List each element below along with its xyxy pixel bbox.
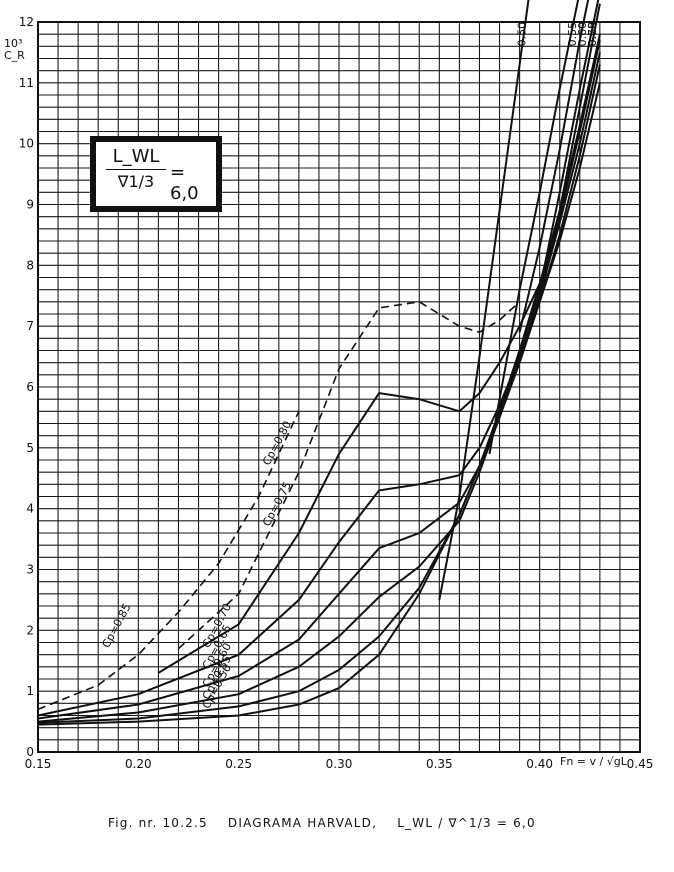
steep-curve bbox=[538, 3, 601, 303]
series-line bbox=[37, 52, 601, 723]
steep-curve-label: 0.55 bbox=[566, 22, 579, 47]
x-tick-label: 0.35 bbox=[426, 757, 453, 771]
series-line bbox=[37, 82, 601, 717]
y-tick-label: 8 bbox=[26, 258, 34, 272]
y-tick-label: 1 bbox=[26, 684, 34, 698]
steep-curve bbox=[538, 0, 600, 290]
y-tick-label: 10 bbox=[19, 137, 34, 151]
ratio-fraction: L_WL ∇1/3 bbox=[106, 146, 166, 191]
ratio-value: = 6,0 bbox=[170, 162, 199, 204]
caption-title: DIAGRAMA HARVALD, bbox=[227, 816, 378, 830]
series-line bbox=[157, 283, 541, 674]
y-tick-label: 0 bbox=[26, 745, 34, 759]
ratio-denominator: ∇1/3 bbox=[117, 172, 155, 191]
x-tick-label: 0.30 bbox=[326, 757, 353, 771]
steep-curve-label: 0.70 bbox=[586, 22, 599, 47]
y-tick-label: 11 bbox=[19, 76, 34, 90]
y-tick-label: 7 bbox=[26, 319, 34, 333]
steep-curve-label: 0.60 bbox=[576, 22, 589, 47]
x-tick-label: 0.45 bbox=[627, 757, 654, 771]
plot-frame bbox=[37, 21, 641, 753]
y-axis-label: 10³ C_R bbox=[4, 38, 25, 62]
series-line bbox=[177, 300, 521, 650]
x-axis-label: Fn = v / √gL bbox=[560, 755, 627, 768]
ratio-box: L_WL ∇1/3 = 6,0 bbox=[90, 136, 222, 212]
y-label: C_R bbox=[4, 49, 25, 62]
x-tick-label: 0.20 bbox=[125, 757, 152, 771]
caption-formula: L_WL / ∇^1/3 = 6,0 bbox=[397, 816, 536, 830]
series-line bbox=[37, 64, 601, 720]
series-line bbox=[37, 410, 300, 711]
y-tick-label: 12 bbox=[19, 15, 34, 29]
steep-curve bbox=[488, 0, 580, 455]
figure-caption: Fig. nr. 10.2.5 DIAGRAMA HARVALD, L_WL /… bbox=[108, 816, 536, 830]
y-tick-label: 3 bbox=[26, 563, 34, 577]
grid bbox=[37, 21, 641, 753]
y-tick-label: 2 bbox=[26, 623, 34, 637]
steep-curve-label: 0.65 bbox=[586, 22, 599, 47]
axes: 0.15 0.20 0.25 0.30 0.35 0.40 0.45012345678910… bbox=[19, 15, 654, 771]
steep-curve bbox=[438, 0, 530, 601]
ratio-numerator: L_WL bbox=[106, 146, 166, 170]
curve-labels: Cp=0.50Cp=0.55Cp=0.60Cp=0.65Cp=0.70Cp=0.… bbox=[100, 22, 599, 711]
x-tick-label: 0.15 bbox=[25, 757, 52, 771]
x-tick-label: 0.40 bbox=[526, 757, 553, 771]
steep-curve bbox=[518, 0, 590, 333]
y-tick-label: 9 bbox=[26, 198, 34, 212]
y-tick-label: 6 bbox=[26, 380, 34, 394]
y-tick-label: 4 bbox=[26, 502, 34, 516]
y-tick-label: 5 bbox=[26, 441, 34, 455]
caption-prefix: Fig. nr. 10.2.5 bbox=[108, 816, 208, 830]
curves bbox=[37, 0, 601, 726]
y-unit: 10³ bbox=[4, 37, 23, 50]
x-tick-label: 0.25 bbox=[225, 757, 252, 771]
steep-curve-label: 0.50 bbox=[516, 22, 529, 47]
